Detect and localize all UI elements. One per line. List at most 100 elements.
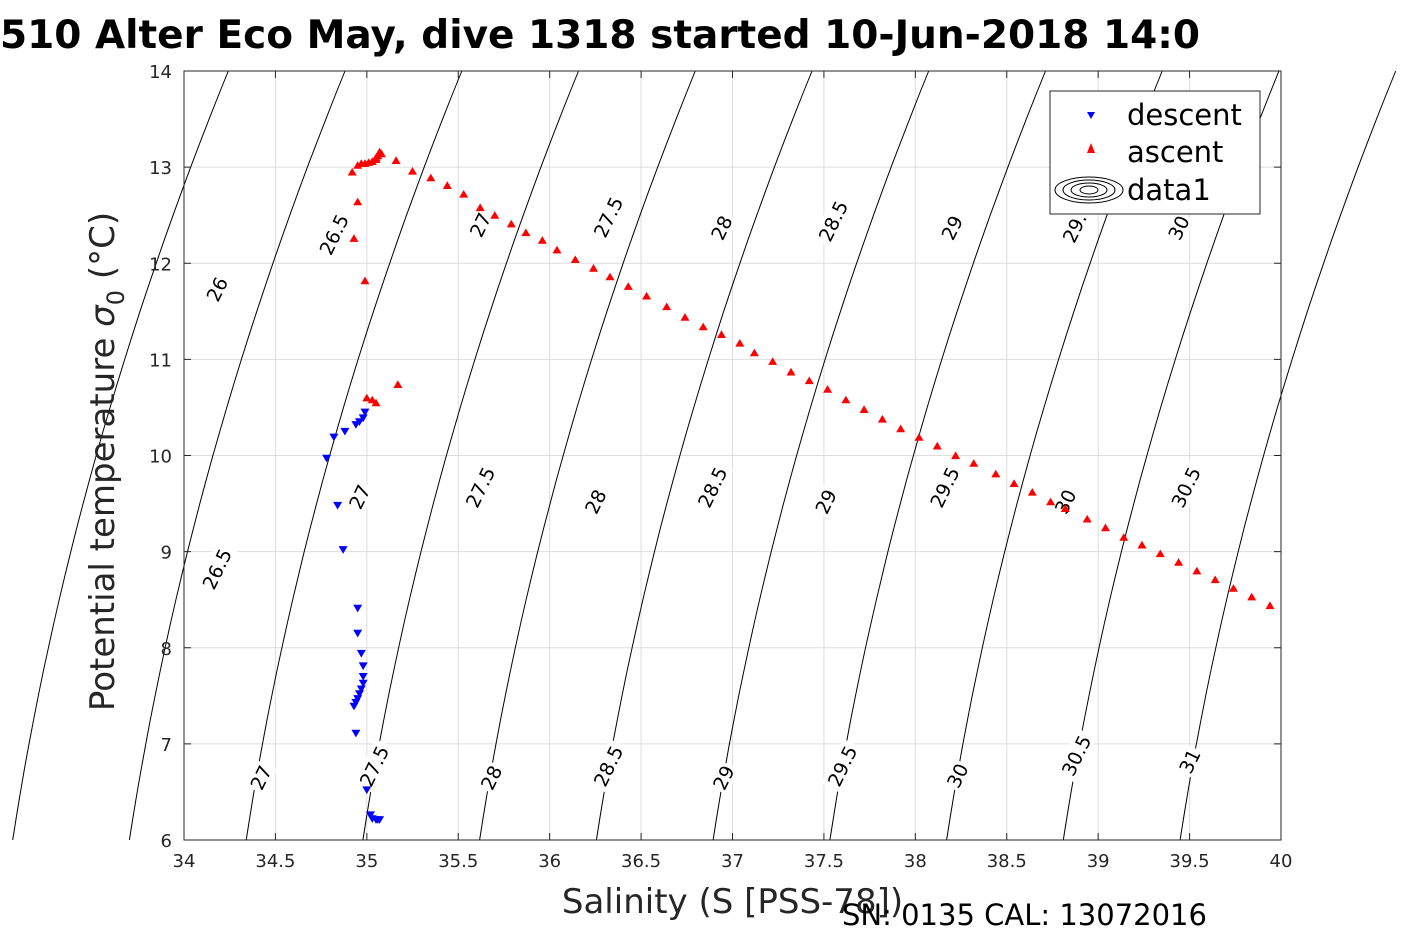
y-axis-label-text: Potential temperature xyxy=(83,327,123,711)
descent-point xyxy=(362,786,372,795)
ascent-point xyxy=(896,424,906,433)
ascent-point xyxy=(991,469,1001,478)
contour-label-text: 26.5 xyxy=(316,211,354,259)
y-tick-label: 6 xyxy=(161,831,172,852)
y-tick-label: 9 xyxy=(161,543,172,564)
y-tick-label: 7 xyxy=(161,735,172,756)
contour-label-bg xyxy=(1165,459,1207,515)
ascent-point xyxy=(393,380,403,388)
descent-point xyxy=(358,662,368,671)
descent-point xyxy=(351,698,361,707)
ascent-point xyxy=(1060,504,1070,512)
legend-ascent-marker xyxy=(1087,143,1095,153)
contour-label-bg xyxy=(244,760,277,795)
contour-label: 31 xyxy=(1173,743,1206,779)
ascent-point xyxy=(349,234,359,242)
contour-label: 27 xyxy=(464,207,497,243)
ascent-point xyxy=(367,157,377,165)
descent-point xyxy=(356,649,366,658)
x-tick-label: 40 xyxy=(1270,851,1293,872)
y-tick-label: 8 xyxy=(161,639,172,660)
contour-label-text: 31 xyxy=(1175,746,1205,777)
contour-label-bg xyxy=(812,193,854,249)
contour-label-text: 29 xyxy=(709,762,739,793)
ascent-point xyxy=(408,166,417,175)
legend-contour-ring xyxy=(1054,176,1124,204)
ascent-point xyxy=(1247,592,1257,601)
contour-label-bg xyxy=(459,459,502,515)
contour-label: 27.5 xyxy=(459,459,502,515)
x-tick-label: 37.5 xyxy=(804,851,844,872)
ascent-point xyxy=(605,272,615,281)
descent-point xyxy=(358,414,368,423)
contour-label-text: 30 xyxy=(1051,486,1081,517)
legend-descent-label: descent xyxy=(1127,98,1242,132)
x-tick-label: 38.5 xyxy=(987,851,1027,872)
ascent-point xyxy=(662,302,672,311)
contour-label: 26 xyxy=(200,271,233,307)
contour-line xyxy=(595,70,813,841)
contour-line xyxy=(128,70,346,841)
ascent-point xyxy=(1082,514,1092,523)
contour-label-text: 27.5 xyxy=(590,194,628,242)
contour-label-bg xyxy=(200,271,233,307)
descent-point xyxy=(349,702,359,711)
contour-label-text: 29.5 xyxy=(824,743,862,791)
contour-label: 26.5 xyxy=(196,541,238,597)
ascent-point xyxy=(1155,549,1165,558)
x-tick-label: 36 xyxy=(538,851,561,872)
contour-label-text: 30 xyxy=(943,760,973,791)
ascent-point xyxy=(749,348,759,357)
ascent-point xyxy=(698,322,708,331)
descent-point xyxy=(351,729,361,738)
x-axis-label: Salinity (S [PSS-78]) xyxy=(562,882,903,922)
contour-label-text: 30.5 xyxy=(1168,464,1206,512)
y-axis-label-symbol: σ xyxy=(83,304,123,327)
contour-label-text: 28 xyxy=(477,762,507,793)
ascent-point xyxy=(823,385,833,393)
contour-label-text: 28.5 xyxy=(590,743,628,791)
y-tick-label: 13 xyxy=(149,158,172,179)
contour-label-bg xyxy=(821,738,864,794)
contour-label-text: 28 xyxy=(707,212,737,243)
ascent-point xyxy=(1119,533,1129,541)
contour-label-text: 30.5 xyxy=(1058,732,1096,780)
descent-point xyxy=(340,427,350,436)
contour-label-bg xyxy=(464,207,497,243)
x-tick-label: 35 xyxy=(355,851,378,872)
ascent-point xyxy=(951,451,961,460)
descent-point xyxy=(356,685,366,694)
contour-label-bg xyxy=(475,760,508,795)
ascent-point xyxy=(1009,479,1019,487)
ascent-point xyxy=(521,228,531,237)
contour-label-text: 27 xyxy=(466,210,496,241)
contour-label-bg xyxy=(1162,210,1195,246)
ascent-point xyxy=(877,414,887,423)
descent-point xyxy=(358,679,368,688)
legend-contour-ring xyxy=(1062,179,1116,201)
x-tick-label: 39 xyxy=(1087,851,1110,872)
ascent-point xyxy=(360,276,370,285)
contour-label-bg xyxy=(343,479,376,515)
contour-label-bg xyxy=(707,760,740,795)
descent-point xyxy=(329,433,339,442)
density-contours xyxy=(12,70,1397,841)
ascent-point xyxy=(1174,558,1184,566)
x-tick-label: 34.5 xyxy=(255,851,295,872)
contour-label-text: 29 xyxy=(811,486,841,517)
contour-label: 27 xyxy=(244,760,277,795)
contour-label-bg xyxy=(1049,484,1082,520)
ascent-point xyxy=(371,398,381,407)
ascent-point xyxy=(735,339,745,347)
ascent-point xyxy=(841,395,851,404)
y-tick-label: 12 xyxy=(149,254,172,275)
contour-label-text: 28.5 xyxy=(815,198,853,246)
contour-line xyxy=(362,70,579,841)
contour-label-bg xyxy=(579,484,612,520)
ascent-point xyxy=(717,330,726,338)
contour-label-bg xyxy=(935,210,968,246)
x-tick-label: 35.5 xyxy=(438,851,478,872)
contour-label: 28.5 xyxy=(812,193,854,249)
ascent-point xyxy=(1192,566,1202,575)
